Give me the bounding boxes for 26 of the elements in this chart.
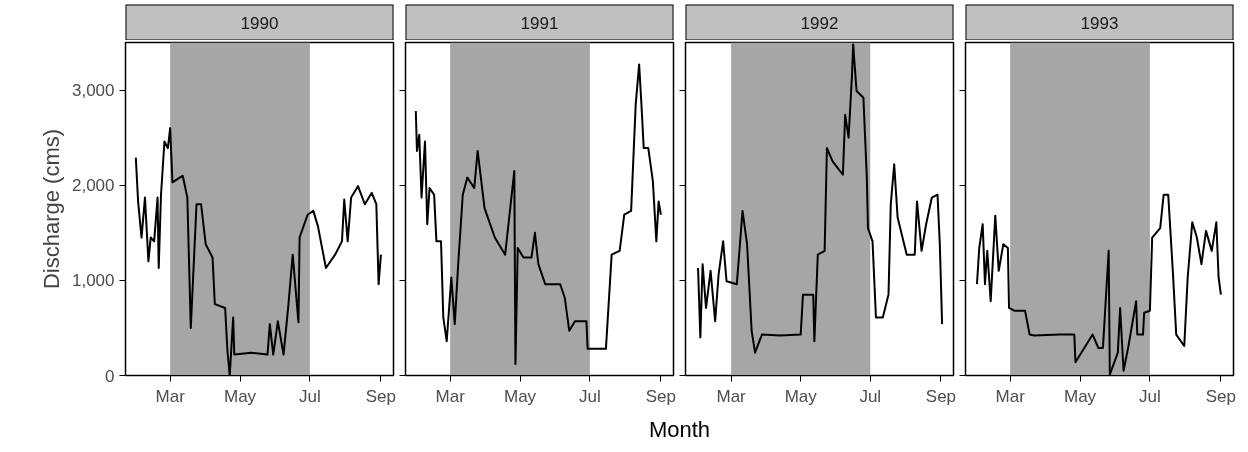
x-tick-label: Jul	[859, 386, 882, 406]
x-tick-label: Mar	[995, 386, 1026, 406]
x-tick-label: May	[503, 386, 537, 406]
y-tick-label: 0	[105, 366, 115, 386]
y-tick-label: 3,000	[71, 81, 115, 101]
y-tick-label: 1,000	[71, 271, 115, 291]
x-tick-label: May	[784, 386, 818, 406]
chart-title: 1992	[800, 13, 839, 33]
x-tick-label: Jul	[579, 386, 601, 406]
x-tick-label: Sep	[365, 386, 397, 406]
x-tick-label: Sep	[1205, 386, 1237, 406]
chart-title: 1990	[240, 13, 279, 33]
x-tick-label: Jul	[1139, 386, 1161, 406]
x-tick-label: Mar	[435, 386, 466, 406]
x-tick-label: Jul	[299, 386, 321, 406]
y-tick-label: 2,000	[71, 176, 115, 196]
x-axis-title: Month	[648, 417, 711, 443]
x-tick-label: May	[223, 386, 257, 406]
chart-title: 1991	[520, 13, 559, 33]
x-tick-label: Sep	[925, 386, 957, 406]
x-tick-label: May	[1063, 386, 1097, 406]
x-tick-label: Sep	[645, 386, 677, 406]
x-tick-label: Mar	[155, 386, 186, 406]
chart-title: 1993	[1080, 13, 1119, 33]
x-tick-label: Mar	[716, 386, 747, 406]
y-axis-title: Discharge (cms)	[38, 128, 64, 290]
